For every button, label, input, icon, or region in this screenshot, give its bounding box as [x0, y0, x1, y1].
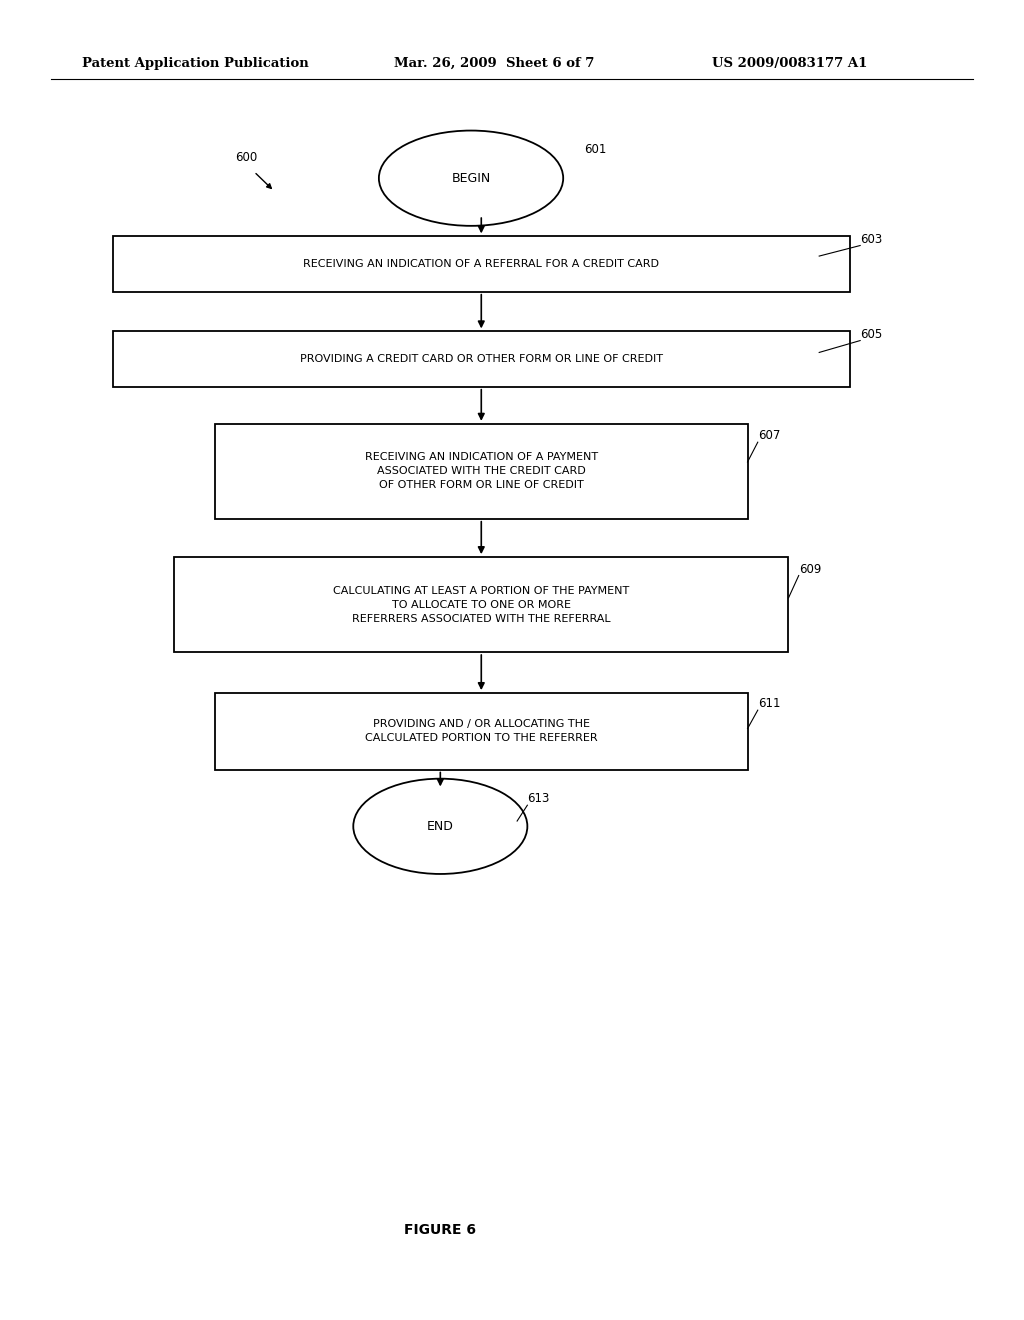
Text: 601: 601 [584, 143, 606, 156]
Bar [215, 693, 748, 770]
Text: Mar. 26, 2009  Sheet 6 of 7: Mar. 26, 2009 Sheet 6 of 7 [394, 57, 595, 70]
Text: 613: 613 [527, 792, 550, 805]
Text: 603: 603 [860, 232, 883, 246]
Text: RECEIVING AN INDICATION OF A REFERRAL FOR A CREDIT CARD: RECEIVING AN INDICATION OF A REFERRAL FO… [303, 259, 659, 269]
Bar [215, 424, 748, 519]
Text: BEGIN: BEGIN [452, 172, 490, 185]
Text: RECEIVING AN INDICATION OF A PAYMENT
ASSOCIATED WITH THE CREDIT CARD
OF OTHER FO: RECEIVING AN INDICATION OF A PAYMENT ASS… [365, 453, 598, 490]
Text: 607: 607 [758, 429, 780, 442]
Text: Patent Application Publication: Patent Application Publication [82, 57, 308, 70]
Text: FIGURE 6: FIGURE 6 [404, 1224, 476, 1237]
Text: 611: 611 [758, 697, 780, 710]
Text: 609: 609 [799, 562, 821, 576]
Text: END: END [427, 820, 454, 833]
Bar [113, 236, 850, 292]
Bar [174, 557, 788, 652]
Text: 605: 605 [860, 327, 883, 341]
Text: PROVIDING A CREDIT CARD OR OTHER FORM OR LINE OF CREDIT: PROVIDING A CREDIT CARD OR OTHER FORM OR… [300, 354, 663, 364]
Bar [113, 331, 850, 387]
Text: 600: 600 [236, 150, 258, 164]
Text: US 2009/0083177 A1: US 2009/0083177 A1 [712, 57, 867, 70]
Text: PROVIDING AND / OR ALLOCATING THE
CALCULATED PORTION TO THE REFERRER: PROVIDING AND / OR ALLOCATING THE CALCUL… [365, 719, 598, 743]
Text: CALCULATING AT LEAST A PORTION OF THE PAYMENT
TO ALLOCATE TO ONE OR MORE
REFERRE: CALCULATING AT LEAST A PORTION OF THE PA… [333, 586, 630, 623]
